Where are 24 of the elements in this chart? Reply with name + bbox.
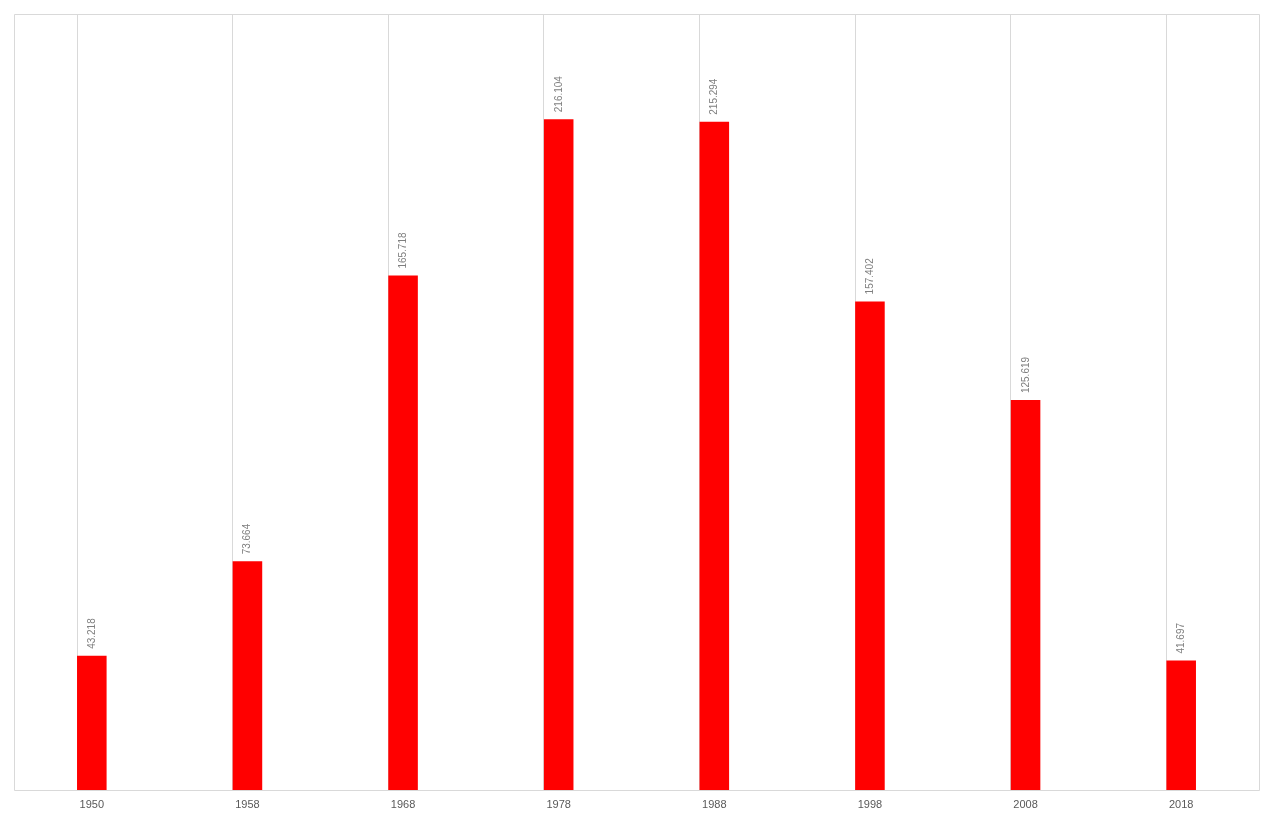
x-tick-label: 2008 [1013,797,1038,810]
data-label: 216.104 [552,75,564,113]
data-label: 165.718 [397,232,409,269]
bar [232,561,263,790]
x-tick-label: 1968 [390,797,416,810]
data-label: 157.402 [863,257,875,295]
x-tick-label: 2018 [1168,797,1194,810]
data-label: 125.619 [1019,356,1031,394]
data-label: 215.294 [708,78,720,115]
x-tick-label: 1950 [79,797,105,810]
x-tick-label: 1988 [702,797,727,810]
x-tick-label: 1998 [857,797,883,810]
x-tick-label: 1958 [235,797,260,810]
bar [543,119,574,790]
data-label: 43.218 [85,617,97,649]
bar [855,301,885,790]
bar [1166,660,1196,790]
bar [1010,400,1041,790]
bar [77,655,107,790]
x-tick-label: 1978 [546,797,571,810]
bar [388,275,418,790]
data-label: 41.697 [1175,622,1187,654]
bar [699,121,730,790]
data-label: 73.664 [241,523,253,555]
